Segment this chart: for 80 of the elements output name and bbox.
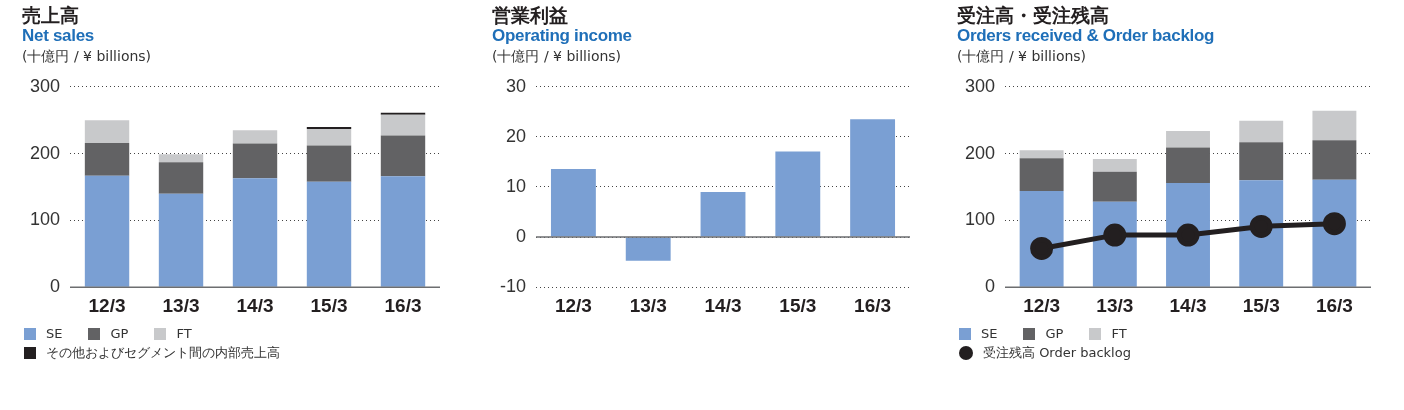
- x-tick-label: 15/3: [310, 294, 348, 316]
- chart-title: 売上高: [22, 4, 80, 26]
- bar: [1312, 140, 1357, 180]
- bar: [158, 193, 204, 287]
- bar: [84, 175, 130, 287]
- chart-title: 受注高・受注残高: [957, 4, 1110, 26]
- bar: [1239, 142, 1284, 181]
- y-axis-title: (十億円 / ¥ billions): [492, 47, 623, 66]
- bar: [1092, 171, 1137, 202]
- legend-label: GP: [1045, 326, 1064, 341]
- x-tick-label: 16/3: [854, 294, 892, 316]
- x-tick-label: 16/3: [1315, 294, 1353, 316]
- legend-label: SE: [46, 326, 63, 341]
- bar: [84, 142, 130, 176]
- y-tick-label: 100: [964, 209, 996, 230]
- y-tick-label: 200: [964, 142, 996, 163]
- chart-subtitle: Operating income: [492, 26, 633, 46]
- bar: [232, 143, 278, 179]
- x-tick-label: 15/3: [1242, 294, 1280, 316]
- bar: [1166, 130, 1210, 148]
- point: [1249, 214, 1273, 238]
- legend-label: FT: [176, 326, 192, 341]
- bar: [700, 192, 746, 237]
- chart-title: 営業利益: [492, 4, 569, 26]
- y-axis-title: (十億円 / ¥ billions): [957, 47, 1088, 66]
- bar: [1312, 110, 1357, 141]
- bar: [306, 128, 352, 146]
- x-tick-label: 12/3: [88, 294, 126, 316]
- bar: [1019, 158, 1064, 192]
- y-tick-label: 30: [505, 75, 527, 96]
- y-tick-label: 200: [29, 142, 61, 163]
- point: [1322, 212, 1346, 236]
- x-tick-label: 13/3: [629, 294, 667, 316]
- bar: [84, 120, 130, 143]
- legend-label: SE: [981, 326, 998, 341]
- bar: [1092, 158, 1137, 172]
- legend-label: GP: [110, 326, 129, 341]
- bar: [380, 112, 426, 115]
- y-axis-title: (十億円 / ¥ billions): [22, 47, 153, 66]
- bar: [380, 176, 426, 287]
- bar: [158, 154, 204, 163]
- point: [1176, 223, 1200, 247]
- bar: [158, 162, 204, 194]
- bar: [306, 145, 352, 182]
- y-tick-label: 0: [985, 276, 996, 297]
- bar: [550, 168, 596, 237]
- bar: [306, 126, 352, 129]
- bar: [1239, 120, 1284, 143]
- x-tick-label: 13/3: [1096, 294, 1134, 316]
- y-tick-label: 10: [505, 175, 527, 196]
- y-tick-label: 300: [964, 75, 996, 96]
- y-tick-label: 20: [505, 125, 527, 146]
- x-tick-label: 12/3: [1023, 294, 1061, 316]
- x-tick-label: 14/3: [704, 294, 742, 316]
- x-tick-label: 16/3: [384, 294, 422, 316]
- y-tick-label: 100: [29, 209, 61, 230]
- bar: [380, 135, 426, 177]
- x-tick-label: 14/3: [236, 294, 274, 316]
- bar: [850, 119, 896, 237]
- y-tick-label: 0: [50, 276, 61, 297]
- bar: [625, 237, 671, 261]
- legend-label: 受注残高 Order backlog: [983, 344, 1131, 362]
- legend-label: FT: [1111, 326, 1127, 341]
- bar: [1019, 150, 1064, 159]
- chart-subtitle: Orders received & Order backlog: [957, 26, 1216, 46]
- x-tick-label: 14/3: [1169, 294, 1207, 316]
- bar: [232, 130, 278, 144]
- chart-subtitle: Net sales: [22, 26, 95, 46]
- x-tick-label: 13/3: [162, 294, 200, 316]
- y-tick-label: 300: [29, 75, 61, 96]
- x-tick-label: 12/3: [554, 294, 592, 316]
- bar: [775, 151, 821, 237]
- x-tick-label: 15/3: [779, 294, 817, 316]
- legend-label: その他およびセグメント間の内部売上高: [46, 344, 280, 362]
- bar: [380, 114, 426, 136]
- y-tick-label: 0: [516, 226, 527, 247]
- bar: [232, 178, 278, 287]
- bar: [1166, 147, 1210, 183]
- y-tick-label: -10: [500, 276, 527, 297]
- bar: [306, 181, 352, 287]
